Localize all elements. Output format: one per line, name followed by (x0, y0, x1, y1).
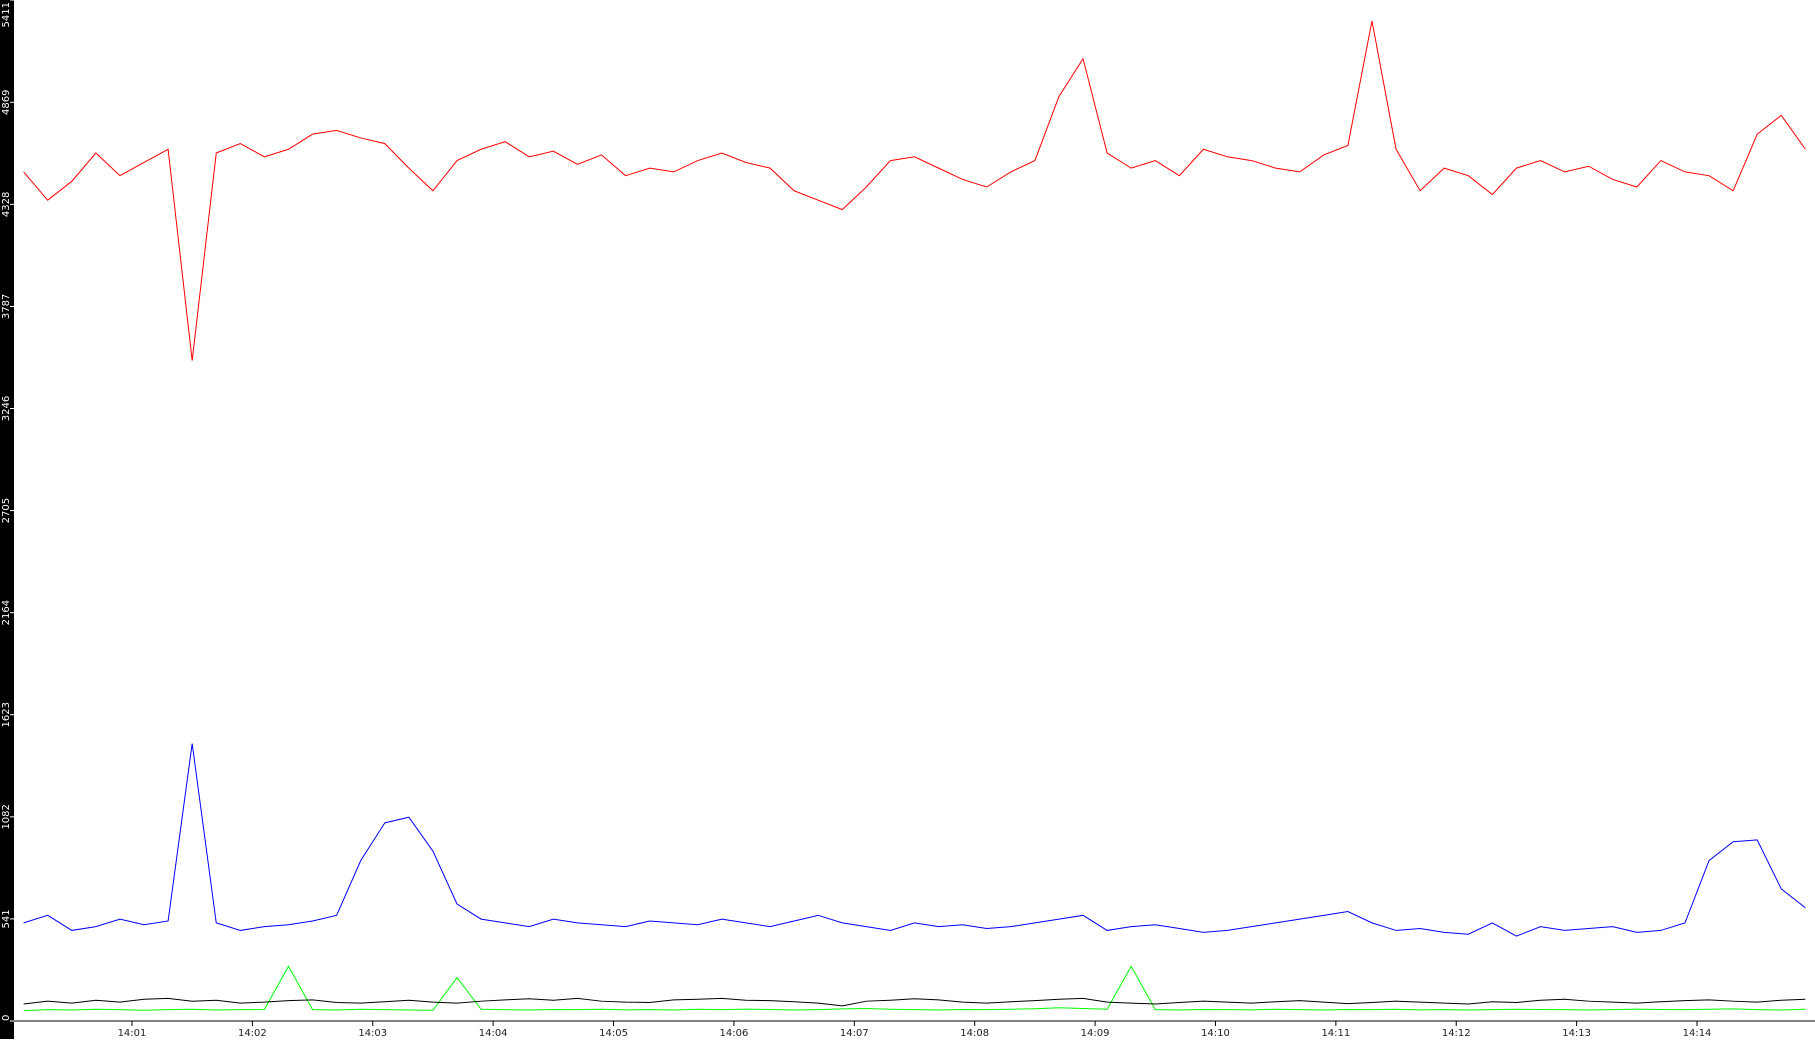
series-line (23, 743, 1806, 937)
x-tick-label: 14:09 (1081, 1028, 1110, 1039)
x-tick-label: 14:01 (118, 1028, 147, 1039)
x-tick-label: 14:03 (358, 1028, 387, 1039)
y-tick-label: 1623 (1, 702, 12, 727)
x-tick-label: 14:07 (840, 1028, 869, 1039)
x-tick-label: 14:13 (1562, 1028, 1591, 1039)
x-tick-label: 14:04 (479, 1028, 508, 1039)
y-axis-bar (0, 0, 14, 1039)
x-tick-label: 14:10 (1201, 1028, 1230, 1039)
y-tick-label: 0 (1, 1015, 12, 1021)
y-tick-label: 4328 (1, 192, 12, 217)
y-tick-label: 2705 (1, 498, 12, 523)
y-tick-label: 4869 (1, 90, 12, 115)
x-tick-label: 14:02 (238, 1028, 267, 1039)
x-tick-label: 14:14 (1683, 1028, 1712, 1039)
series-line (23, 20, 1806, 361)
y-tick-label: 3246 (1, 396, 12, 421)
x-tick-label: 14:08 (960, 1028, 989, 1039)
y-tick-label: 5411 (1, 2, 12, 27)
y-tick-label: 541 (1, 909, 12, 928)
x-tick-label: 14:12 (1442, 1028, 1471, 1039)
series-line (23, 997, 1806, 1007)
y-tick-label: 2164 (1, 600, 12, 625)
x-tick-label: 14:11 (1321, 1028, 1350, 1039)
series-line (23, 965, 1806, 1012)
x-tick-label: 14:05 (599, 1028, 628, 1039)
y-tick-label: 1082 (1, 804, 12, 829)
x-tick-label: 14:06 (720, 1028, 749, 1039)
y-tick-label: 3787 (1, 294, 12, 319)
